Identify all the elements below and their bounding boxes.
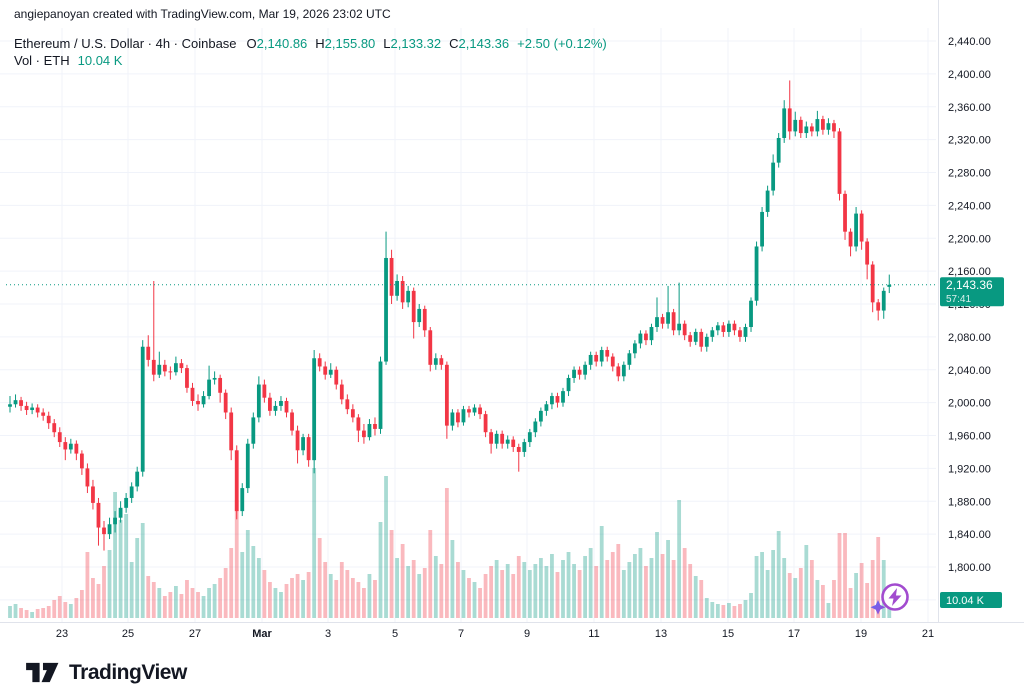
- current-price-badge: 2,143.36 57:41: [940, 277, 1004, 307]
- volume-badge: 10.04 K: [940, 592, 1002, 608]
- axis-badges: 2,143.36 57:41 10.04 K: [940, 277, 1004, 608]
- svg-text:1,880.00: 1,880.00: [948, 496, 991, 508]
- svg-text:21: 21: [922, 628, 934, 640]
- svg-text:2,360.00: 2,360.00: [948, 102, 991, 114]
- time-axis[interactable]: 23 25 27 Mar 3 5 7 9 11 13 15 17 19 21: [0, 622, 1024, 641]
- ohlc-low: L2,133.32: [383, 36, 441, 51]
- lightning-bolt: [888, 588, 902, 606]
- svg-text:2,440.00: 2,440.00: [948, 36, 991, 48]
- volume-layer: [8, 468, 892, 618]
- volume-label[interactable]: Vol · ETH: [14, 53, 70, 68]
- svg-text:2,400.00: 2,400.00: [948, 69, 991, 81]
- ohlc-high-value: 2,155.80: [324, 36, 376, 51]
- ohlc-high: H2,155.80: [315, 36, 375, 51]
- svg-text:2,280.00: 2,280.00: [948, 168, 991, 180]
- svg-text:2,200.00: 2,200.00: [948, 233, 991, 245]
- ohlc-low-value: 2,133.32: [390, 36, 442, 51]
- grid-layer: [0, 28, 936, 622]
- svg-text:25: 25: [122, 628, 134, 640]
- ohlc-close: C2,143.36: [449, 36, 509, 51]
- svg-text:9: 9: [524, 628, 530, 640]
- tradingview-logo-icon: [26, 662, 59, 683]
- sparkle-star: [870, 600, 886, 615]
- price-axis[interactable]: 2,440.00 2,400.00 2,360.00 2,320.00 2,280.00…: [938, 0, 991, 622]
- ohlc-open-value: 2,140.86: [256, 36, 308, 51]
- symbol-title[interactable]: Ethereum / U.S. Dollar · 4h · Coinbase: [14, 36, 237, 51]
- ohlc-low-label: L: [383, 36, 391, 51]
- flash-sparkle-icon[interactable]: [866, 576, 916, 625]
- svg-text:1,920.00: 1,920.00: [948, 463, 991, 475]
- volume-value: 10.04 K: [77, 53, 123, 68]
- tradingview-logo-text: TradingView: [69, 660, 187, 684]
- chart-legend: Ethereum / U.S. Dollar · 4h · Coinbase O…: [14, 36, 607, 70]
- svg-text:11: 11: [588, 628, 599, 640]
- svg-text:2,240.00: 2,240.00: [948, 200, 991, 212]
- change-value: +2.50 (+0.12%): [517, 36, 607, 51]
- ohlc-open: O2,140.86: [247, 36, 308, 51]
- attribution-text: angiepanoyan created with TradingView.co…: [14, 7, 391, 21]
- legend-row-volume: Vol · ETH 10.04 K: [14, 53, 607, 70]
- svg-text:2,080.00: 2,080.00: [948, 332, 991, 344]
- svg-text:23: 23: [56, 628, 68, 640]
- svg-text:1,800.00: 1,800.00: [948, 562, 991, 574]
- svg-text:3: 3: [325, 628, 331, 640]
- svg-text:27: 27: [189, 628, 201, 640]
- svg-text:Mar: Mar: [252, 628, 272, 640]
- svg-text:10.04 K: 10.04 K: [946, 595, 985, 607]
- svg-text:2,143.36: 2,143.36: [946, 278, 993, 292]
- svg-text:13: 13: [655, 628, 667, 640]
- svg-text:1,960.00: 1,960.00: [948, 431, 991, 443]
- bar-countdown: 57:41: [946, 294, 971, 305]
- ohlc-close-label: C: [449, 36, 459, 51]
- svg-text:19: 19: [855, 628, 867, 640]
- ohlc-close-value: 2,143.36: [458, 36, 510, 51]
- svg-text:17: 17: [788, 628, 800, 640]
- ohlc-open-label: O: [246, 36, 257, 51]
- candles-layer: [8, 80, 892, 551]
- svg-text:5: 5: [392, 628, 398, 640]
- svg-text:7: 7: [458, 628, 464, 640]
- svg-text:2,160.00: 2,160.00: [948, 266, 991, 278]
- svg-text:15: 15: [722, 628, 734, 640]
- svg-text:1,840.00: 1,840.00: [948, 529, 991, 541]
- ohlc-high-label: H: [315, 36, 325, 51]
- legend-row-symbol: Ethereum / U.S. Dollar · 4h · Coinbase O…: [14, 36, 607, 53]
- svg-text:2,040.00: 2,040.00: [948, 365, 991, 377]
- tradingview-logo[interactable]: TradingView: [25, 659, 187, 686]
- svg-text:2,000.00: 2,000.00: [948, 398, 991, 410]
- svg-text:2,320.00: 2,320.00: [948, 135, 991, 147]
